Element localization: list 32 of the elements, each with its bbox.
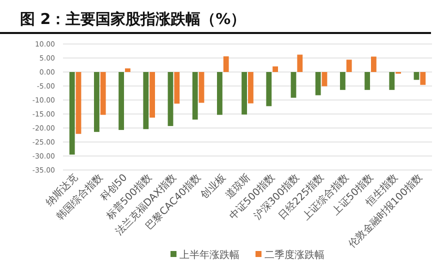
bar <box>223 56 229 72</box>
chart-title: 图 2：主要国家股指涨跌幅（%） <box>20 10 246 28</box>
bar <box>322 72 328 86</box>
bar <box>370 56 376 72</box>
bar <box>192 72 198 120</box>
bar <box>168 72 174 126</box>
bar <box>143 72 149 130</box>
bar <box>69 72 75 155</box>
bar <box>297 54 303 72</box>
bar <box>174 72 180 104</box>
bar <box>242 72 248 115</box>
legend-label: 二季度涨跌幅 <box>264 249 324 261</box>
bar <box>198 72 204 103</box>
bar <box>272 66 278 72</box>
bar <box>389 72 395 90</box>
bar <box>76 72 82 134</box>
bar <box>315 72 321 96</box>
bar <box>248 72 254 104</box>
bar <box>414 72 420 80</box>
bar <box>100 72 106 115</box>
bar <box>150 72 156 118</box>
bar <box>94 72 100 132</box>
bar <box>266 72 272 106</box>
bar <box>124 68 130 72</box>
bar <box>346 60 352 72</box>
bar <box>290 72 296 98</box>
bar <box>118 72 124 130</box>
bar <box>364 72 370 90</box>
legend-label: 上半年涨跌幅 <box>180 249 240 261</box>
bar <box>340 72 346 90</box>
bar <box>420 72 426 85</box>
bar <box>216 72 222 115</box>
